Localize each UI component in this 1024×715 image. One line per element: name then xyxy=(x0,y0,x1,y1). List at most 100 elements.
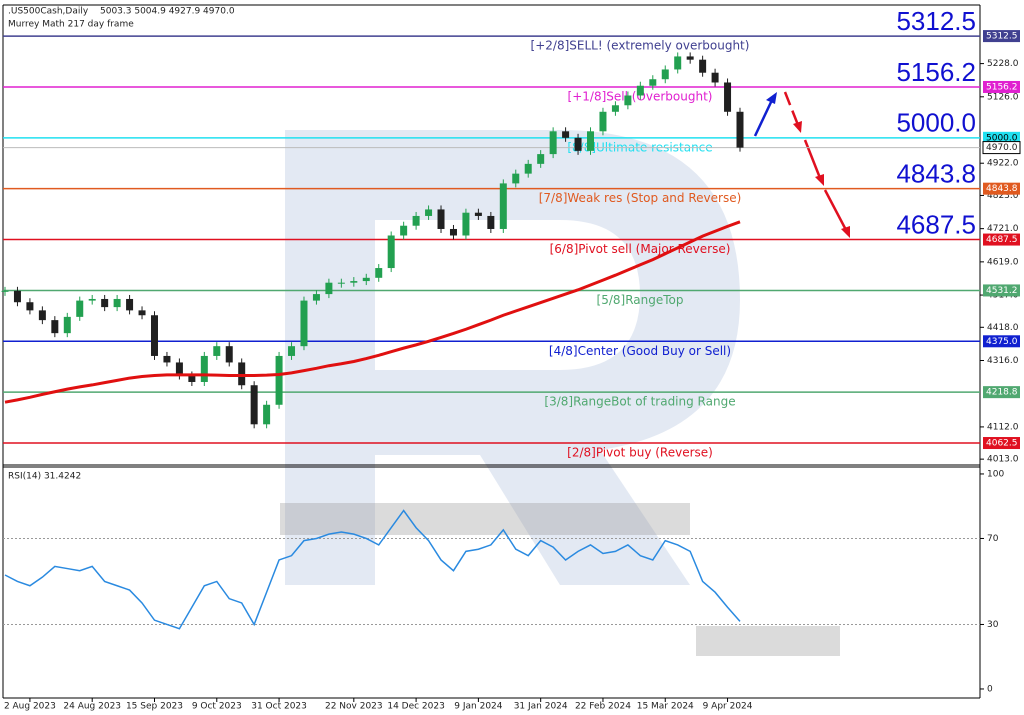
level-big-label: 4843.8 xyxy=(896,159,976,189)
level-text: [3/8]RangeBot of trading Range xyxy=(544,395,735,409)
price-box xyxy=(983,284,1020,297)
x-tick-label: 15 Sep 2023 xyxy=(126,702,183,712)
y-tick-label: 4721.0 xyxy=(987,224,1019,234)
x-tick-label: 9 Jan 2024 xyxy=(454,702,502,712)
candle xyxy=(524,163,532,174)
candle xyxy=(188,375,196,382)
y-tick-label: 4823.0 xyxy=(987,191,1019,201)
level-text: [+2/8]SELL! (extremely overbought) xyxy=(531,39,750,53)
candle xyxy=(325,282,333,295)
forecast-arrows xyxy=(753,91,850,238)
candle xyxy=(250,385,258,425)
candle xyxy=(275,355,283,405)
candle xyxy=(88,298,96,301)
candle xyxy=(462,212,470,236)
price-box-label: 4375.0 xyxy=(986,337,1018,347)
candle xyxy=(138,310,146,316)
candle xyxy=(499,183,507,229)
candle xyxy=(225,346,233,363)
candle xyxy=(425,209,433,216)
candle xyxy=(661,69,669,80)
candle xyxy=(686,56,694,60)
candle xyxy=(649,79,657,86)
level-text: [5/8]RangeTop xyxy=(597,293,684,307)
x-tick-label: 24 Aug 2023 xyxy=(63,702,121,712)
y-tick-label: 4922.0 xyxy=(987,159,1019,169)
candle xyxy=(1,290,9,292)
candle xyxy=(337,282,345,284)
candle xyxy=(163,355,171,363)
level-big-label: 5312.5 xyxy=(896,6,976,36)
y-tick-label: 70 xyxy=(987,534,999,544)
candle xyxy=(350,281,358,283)
candle xyxy=(213,346,221,356)
candle xyxy=(699,59,707,73)
x-tick-label: 2 Aug 2023 xyxy=(4,702,56,712)
candle xyxy=(13,290,21,303)
y-tick-label: 0 xyxy=(987,684,993,694)
candle xyxy=(300,300,308,347)
candle xyxy=(711,72,719,83)
x-tick-label: 22 Feb 2024 xyxy=(575,702,631,712)
x-tick-label: 15 Mar 2024 xyxy=(637,702,694,712)
price-box xyxy=(983,182,1020,195)
level-text: [7/8]Weak res (Stop and Reverse) xyxy=(539,191,742,205)
candle xyxy=(51,320,59,334)
candle xyxy=(562,131,570,138)
candle xyxy=(200,355,208,382)
candle xyxy=(599,111,607,132)
y-tick-label: 4418.0 xyxy=(987,323,1019,333)
y-tick-label: 5228.0 xyxy=(987,59,1019,69)
y-tick-label: 4013.0 xyxy=(987,455,1019,465)
candle xyxy=(63,316,71,334)
rsi-line xyxy=(4,509,741,630)
x-tick-label: 31 Oct 2023 xyxy=(251,702,307,712)
price-box-label: 4843.8 xyxy=(986,184,1018,194)
y-tick-label: 100 xyxy=(987,469,1004,479)
y-tick-label: 4619.0 xyxy=(987,257,1019,267)
symbol-title: .US500Cash,Daily xyxy=(8,7,89,17)
rsi-zone xyxy=(280,503,690,535)
candle xyxy=(175,362,183,376)
watermark xyxy=(285,130,740,585)
candle xyxy=(736,111,744,148)
price-box-label: 5156.2 xyxy=(986,82,1018,92)
candle xyxy=(449,228,457,236)
x-tick-label: 14 Dec 2023 xyxy=(387,702,445,712)
candle xyxy=(474,212,482,216)
y-tick-label: 4316.0 xyxy=(987,356,1019,366)
level-text: [6/8]Pivot sell (Major Reverse) xyxy=(550,242,731,256)
level-big-label: 4687.5 xyxy=(896,209,976,239)
x-tick-label: 22 Nov 2023 xyxy=(325,702,383,712)
candle xyxy=(624,95,632,106)
price-box-label: 5312.5 xyxy=(986,32,1018,42)
candle xyxy=(113,298,121,308)
candle xyxy=(263,404,271,425)
price-box-label: 4531.2 xyxy=(986,286,1018,296)
candle xyxy=(101,298,109,308)
candle xyxy=(724,82,732,112)
candle xyxy=(611,105,619,112)
candle xyxy=(400,225,408,236)
candle xyxy=(312,294,320,301)
candle xyxy=(238,362,246,386)
x-tick-label: 9 Apr 2024 xyxy=(703,702,753,712)
price-box xyxy=(983,30,1020,43)
indicator-name: Murrey Math 217 day frame xyxy=(8,20,134,30)
candle xyxy=(150,315,158,356)
price-box xyxy=(983,437,1020,450)
price-box xyxy=(983,131,1020,144)
y-tick-label: 5126.0 xyxy=(987,92,1019,102)
price-box xyxy=(983,233,1020,246)
level-big-label: 5156.2 xyxy=(896,57,976,87)
candle xyxy=(437,209,445,229)
x-tick-label: 31 Jan 2024 xyxy=(514,702,568,712)
price-box-label: 4062.5 xyxy=(986,439,1018,449)
moving-average xyxy=(4,220,741,404)
x-tick-label: 9 Oct 2023 xyxy=(192,702,242,712)
price-box-label: 4687.5 xyxy=(986,235,1018,245)
candle xyxy=(126,298,134,311)
candle xyxy=(512,173,520,184)
y-tick-label: 4112.0 xyxy=(987,422,1019,432)
price-box-label: 4218.8 xyxy=(986,388,1018,398)
